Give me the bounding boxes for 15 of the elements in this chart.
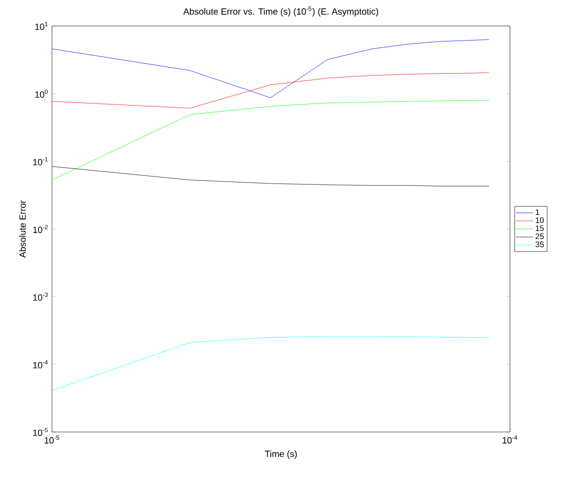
y-tick-label: 10$^{-2}$ (33, 224, 48, 234)
legend-label: 10 (536, 217, 544, 224)
chart-title: Absolute Error vs. Time (s) (10$^{-5}$) (E. Asymptotic) (183, 6, 378, 16)
legend-label: 1 (536, 209, 540, 215)
y-tick-label: 10$^{-4}$ (33, 360, 48, 368)
y-tick-label: 10$^{1}$ (35, 22, 48, 30)
y-tick-label: 10$^{0}$ (35, 90, 48, 98)
legend-label: 25 (536, 233, 544, 240)
y-axis-title: Absolute Error (19, 200, 26, 258)
legend-label: 35 (536, 242, 544, 248)
legend-label: 15 (536, 225, 544, 232)
x-axis-title: Time (s) (264, 450, 297, 459)
y-tick-label: 10$^{-5}$ (33, 428, 48, 436)
y-tick-label: 10$^{-1}$ (33, 157, 48, 166)
y-tick-label: 10$^{-3}$ (33, 292, 48, 301)
